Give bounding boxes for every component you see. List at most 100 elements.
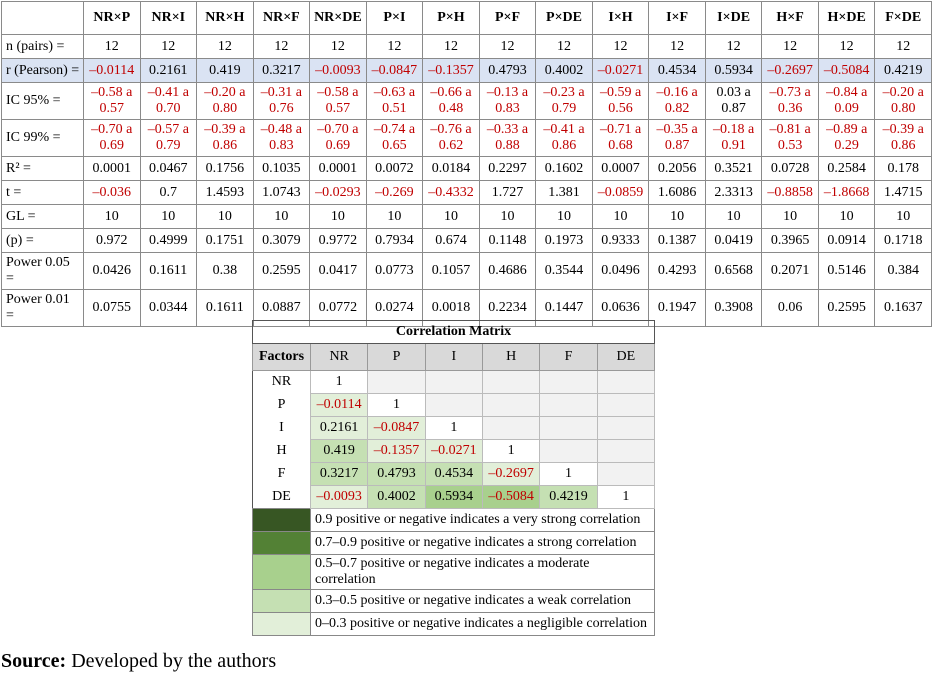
value-cell: 0.1718 [874, 228, 932, 253]
column-header: NR×H [196, 1, 254, 35]
row-label: Power 0.01 = [1, 289, 84, 327]
empty-cell [424, 370, 483, 394]
legend-text: 0.5–0.7 positive or negative indicates a… [310, 554, 655, 590]
legend-swatch [252, 612, 311, 636]
value-cell: 1.727 [478, 180, 537, 205]
row-label: R² = [1, 156, 84, 181]
value-cell: 0.0914 [817, 228, 876, 253]
value-cell: 12 [478, 34, 537, 59]
value-cell: –0.81 a 0.53 [761, 119, 819, 157]
empty-cell [596, 462, 656, 486]
legend-text: 0.3–0.5 positive or negative indicates a… [310, 589, 655, 613]
value-cell: –0.58 a 0.57 [83, 82, 141, 120]
value-cell: –0.5084 [817, 58, 876, 83]
row-label: r (Pearson) = [1, 58, 84, 83]
value-cell: –0.59 a 0.56 [591, 82, 650, 120]
correlation-cell: 1 [539, 462, 598, 486]
value-cell: 0.4293 [648, 252, 706, 290]
legend-row: 0.5–0.7 positive or negative indicates a… [252, 554, 655, 590]
value-cell: 12 [648, 34, 706, 59]
value-cell: –0.0271 [591, 58, 650, 83]
column-header: NR [309, 343, 369, 371]
empty-cell [596, 370, 656, 394]
value-cell: 0.4686 [478, 252, 537, 290]
empty-cell [539, 370, 598, 394]
value-cell: 0.7934 [365, 228, 424, 253]
value-cell: 0.1751 [196, 228, 254, 253]
correlation-cell: 0.5934 [424, 485, 483, 509]
value-cell: 12 [309, 34, 367, 59]
value-cell: 10 [761, 204, 819, 229]
data-row: GL = 10 10 10 10 10 10 10 10 10 10 10 10 10 10 10 [1, 204, 932, 229]
value-cell: 0.1611 [196, 289, 254, 327]
value-cell: 1.381 [535, 180, 593, 205]
value-cell: –0.48 a 0.83 [252, 119, 311, 157]
column-header: DE [596, 343, 656, 371]
value-cell: –0.4332 [422, 180, 480, 205]
correlation-cell: –0.5084 [481, 485, 541, 509]
value-cell: –0.39 a 0.86 [874, 119, 932, 157]
correlation-cell: 0.4219 [539, 485, 598, 509]
empty-cell [481, 416, 541, 440]
corner-cell [1, 1, 84, 35]
value-cell: –0.16 a 0.82 [648, 82, 706, 120]
empty-cell [481, 393, 541, 417]
value-cell: 0.1947 [648, 289, 706, 327]
value-cell: 0.0184 [422, 156, 480, 181]
correlation-cell: 0.4793 [367, 462, 426, 486]
data-row: (p) = 0.972 0.4999 0.1751 0.3079 0.9772 0.7934… [1, 228, 932, 253]
correlation-cell: –0.1357 [367, 439, 426, 463]
value-cell: –0.31 a 0.76 [252, 82, 311, 120]
value-cell: 10 [252, 204, 311, 229]
source-text: Developed by the authors [71, 650, 277, 672]
value-cell: 12 [365, 34, 424, 59]
correlation-cell: 1 [309, 370, 369, 394]
data-row: IC 95% = –0.58 a 0.57 –0.41 a 0.70 –0.20 a … [1, 82, 932, 120]
column-header: F×DE [874, 1, 932, 35]
value-cell: 0.06 [761, 289, 819, 327]
legend-row: 0–0.3 positive or negative indicates a n… [252, 612, 655, 636]
value-cell: 12 [704, 34, 763, 59]
value-cell: 10 [591, 204, 650, 229]
value-cell: 1.6086 [648, 180, 706, 205]
value-cell: 0.1602 [535, 156, 593, 181]
data-row: n (pairs) = 12 12 12 12 12 12 12 12 12 12 12 12 12 12 1… [1, 34, 932, 59]
column-header: I [424, 343, 483, 371]
value-cell: –0.18 a 0.91 [704, 119, 763, 157]
column-header: P×F [478, 1, 537, 35]
value-cell: 12 [139, 34, 198, 59]
value-cell: 0.972 [83, 228, 141, 253]
value-cell: 12 [591, 34, 650, 59]
data-row: R² = 0.0001 0.0467 0.1756 0.1035 0.0001 0.0072… [1, 156, 932, 181]
statistics-table: NR×P NR×I NR×H NR×F NR×DE P×I P×H P×F P×DE I×H I×F… [1, 1, 932, 327]
legend-row: 0.7–0.9 positive or negative indicates a… [252, 531, 655, 555]
value-cell: 0.6568 [704, 252, 763, 290]
value-cell: –0.74 a 0.65 [365, 119, 424, 157]
empty-cell [596, 416, 656, 440]
value-cell: –0.1357 [422, 58, 480, 83]
value-cell: –0.76 a 0.62 [422, 119, 480, 157]
data-row: r (Pearson) = –0.0114 0.2161 0.419 0.3217 –0.… [1, 58, 932, 83]
row-label: F [277, 466, 286, 481]
value-cell: –0.0093 [309, 58, 367, 83]
value-cell: –0.0114 [83, 58, 141, 83]
column-header: H×F [761, 1, 819, 35]
value-cell: 10 [83, 204, 141, 229]
value-cell: –0.84 a 0.09 [817, 82, 876, 120]
correlation-cell: 0.3217 [309, 462, 369, 486]
value-cell: 0.3521 [704, 156, 763, 181]
value-cell: 0.0728 [761, 156, 819, 181]
value-cell: 0.1035 [252, 156, 311, 181]
value-cell: 10 [817, 204, 876, 229]
empty-cell [539, 393, 598, 417]
value-cell: 12 [422, 34, 480, 59]
value-cell: 12 [83, 34, 141, 59]
value-cell: 0.0417 [309, 252, 367, 290]
empty-cell [596, 439, 656, 463]
legend-swatch [252, 554, 311, 590]
row-label: P [277, 397, 286, 412]
value-cell: –0.269 [365, 180, 424, 205]
value-cell: 0.1148 [478, 228, 537, 253]
value-cell: –0.35 a 0.87 [648, 119, 706, 157]
